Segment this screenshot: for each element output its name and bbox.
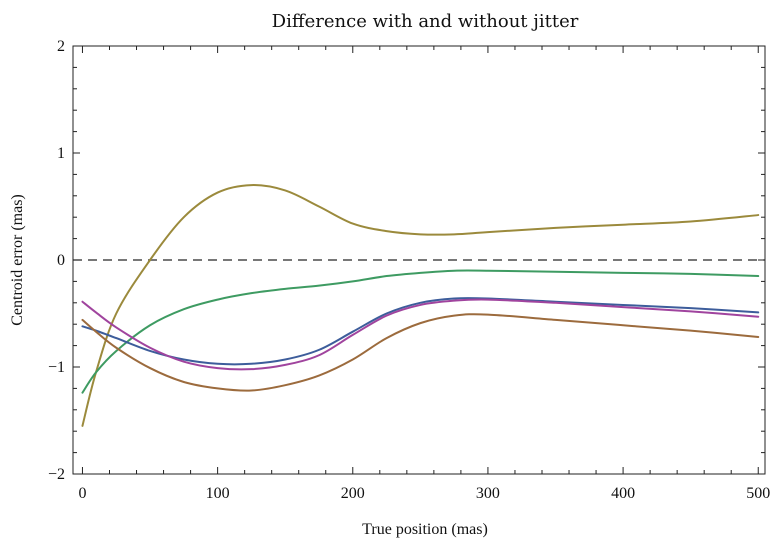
series-line-3 [81, 297, 760, 366]
series-line-1 [81, 184, 760, 427]
x-axis-label: True position (mas) [362, 521, 488, 538]
x-tick-label: 500 [746, 485, 770, 502]
y-tick-label: 2 [57, 38, 65, 55]
y-tick-label: −2 [48, 466, 65, 483]
y-tick-label: 1 [57, 145, 65, 162]
series-line-5 [81, 313, 760, 392]
axis-ticks: 0 100 200 300 400 500 −2 −1 0 1 2 [48, 38, 770, 502]
chart-title: Difference with and without jitter [272, 11, 579, 32]
series-line-2 [81, 269, 760, 394]
x-tick-label: 400 [611, 485, 635, 502]
plot-frame [72, 45, 766, 475]
x-tick-label: 100 [206, 485, 230, 502]
y-tick-label: −1 [48, 359, 65, 376]
y-tick-label: 0 [57, 252, 65, 269]
series-line-4 [81, 298, 760, 371]
x-tick-label: 200 [341, 485, 365, 502]
y-axis-label: Centroid error (mas) [9, 194, 26, 326]
series-layer [81, 184, 760, 427]
x-tick-label: 300 [476, 485, 500, 502]
x-tick-label: 0 [78, 485, 86, 502]
